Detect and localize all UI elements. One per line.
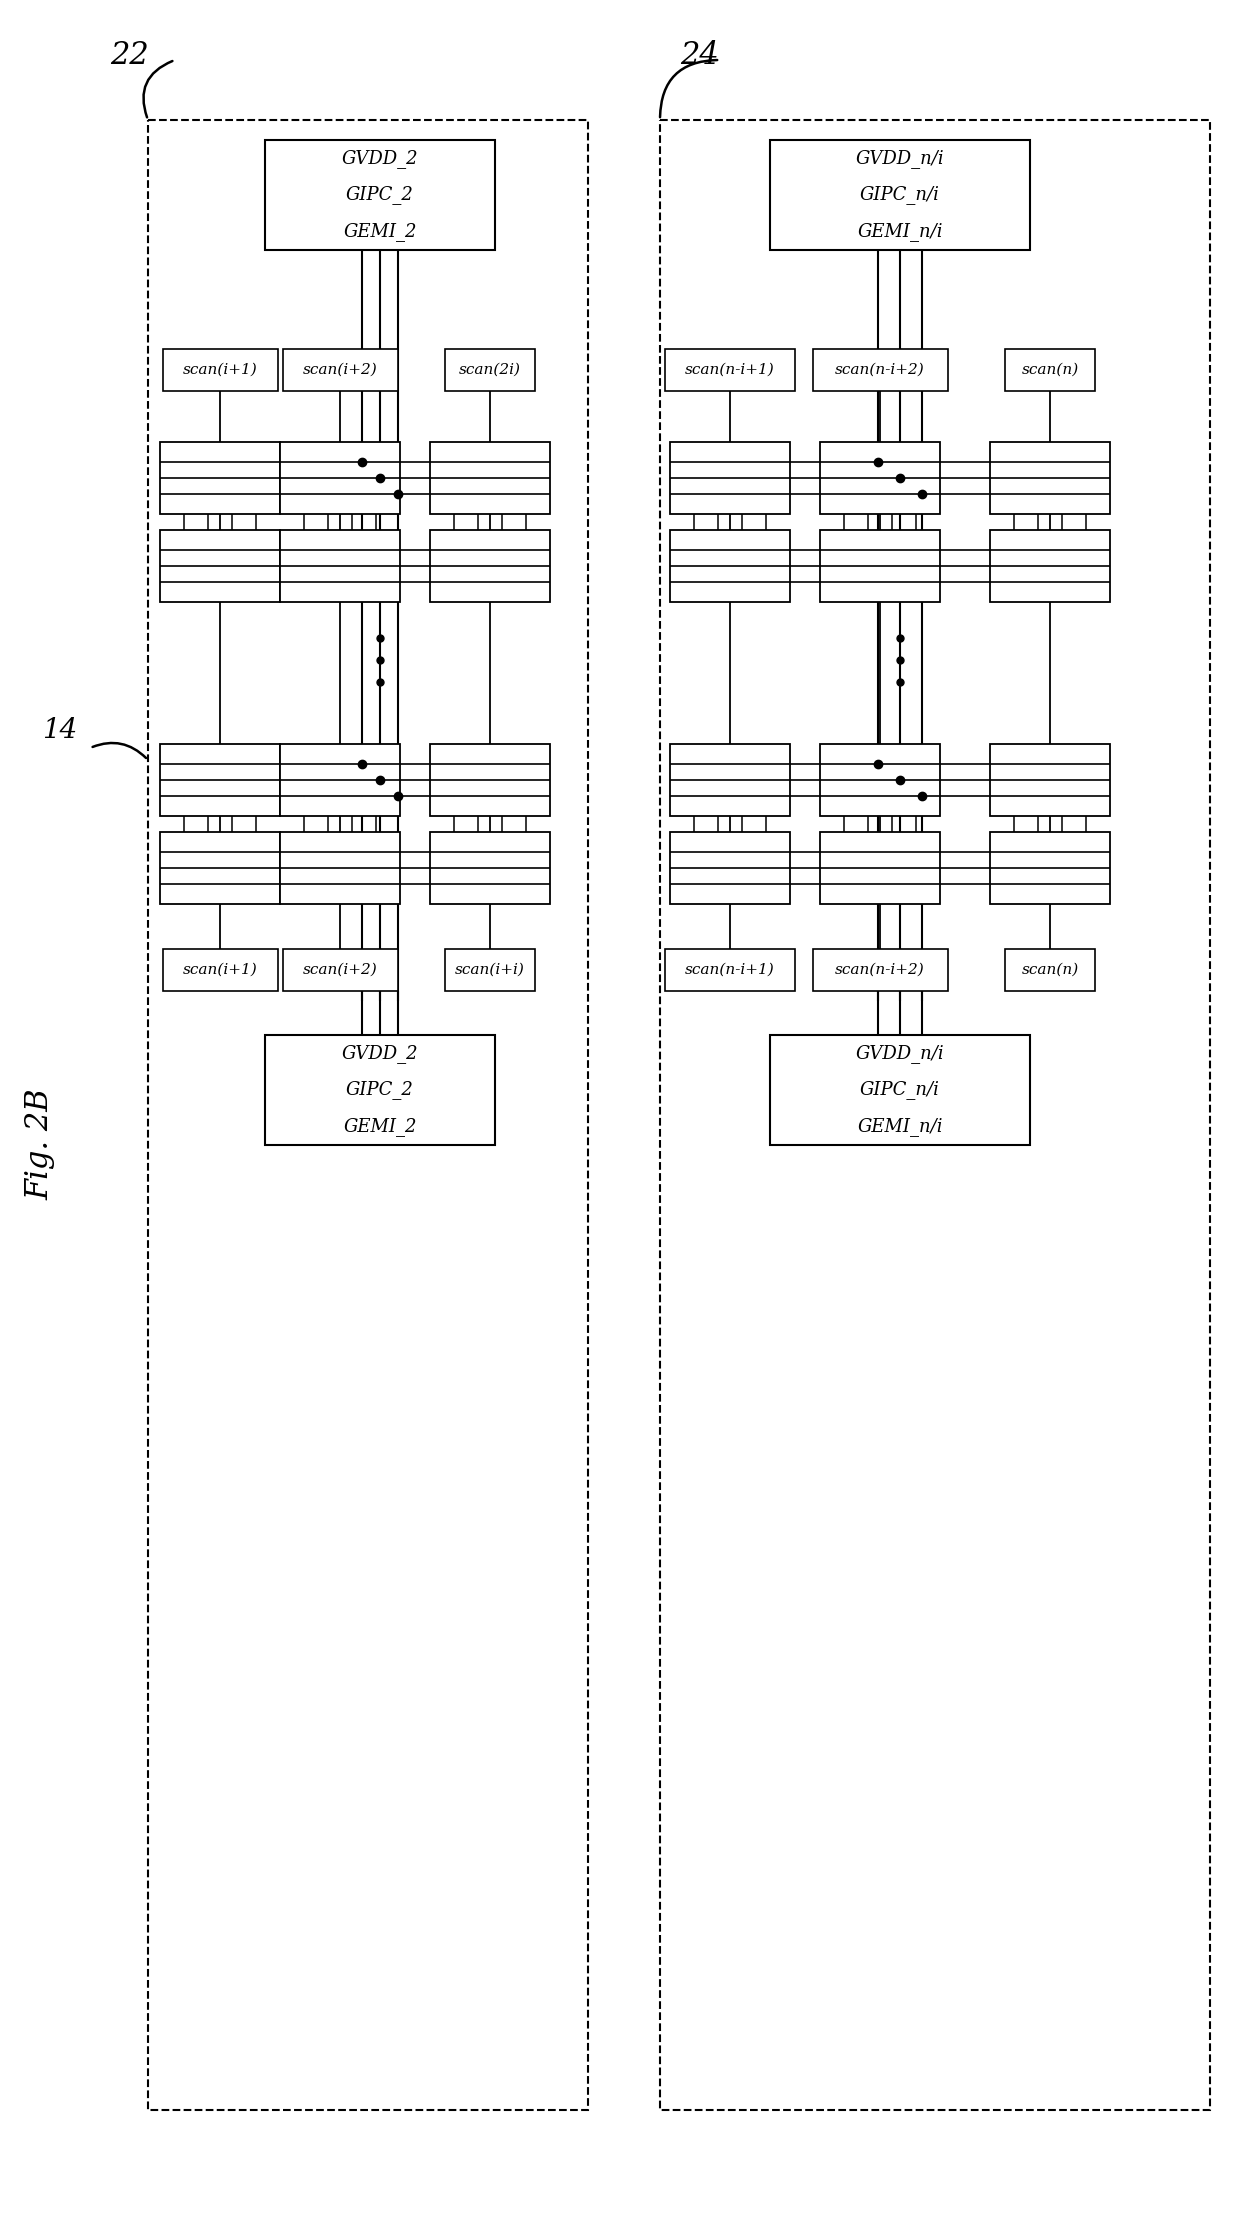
Bar [1004,949,1095,992]
Bar [280,529,401,601]
Bar [280,744,401,815]
Text: 14: 14 [42,717,78,744]
Text: scan(n-i+1): scan(n-i+1) [686,963,775,976]
Bar [160,529,280,601]
Bar [670,442,790,514]
Bar [265,1034,495,1146]
Bar [280,831,401,905]
Text: GVDD_2: GVDD_2 [342,150,418,168]
Bar [430,442,551,514]
Bar [820,442,940,514]
Bar [670,529,790,601]
Bar [445,949,534,992]
Text: scan(n-i+1): scan(n-i+1) [686,362,775,378]
Bar [148,121,588,2109]
Text: scan(n-i+2): scan(n-i+2) [835,963,925,976]
Bar [265,141,495,250]
Text: GEMI_n/i: GEMI_n/i [857,221,942,241]
Bar [283,349,398,391]
Bar [770,141,1030,250]
Bar [162,349,278,391]
Bar [990,529,1110,601]
Bar [283,949,398,992]
Bar [430,529,551,601]
Bar [670,831,790,905]
Text: Fig. 2B: Fig. 2B [25,1088,56,1200]
Bar [812,349,947,391]
Bar [812,949,947,992]
Bar [160,744,280,815]
Text: scan(i+2): scan(i+2) [303,963,377,976]
Text: GIPC_2: GIPC_2 [346,1081,414,1099]
Text: scan(i+2): scan(i+2) [303,362,377,378]
Text: GIPC_2: GIPC_2 [346,185,414,206]
Text: GVDD_n/i: GVDD_n/i [856,150,945,168]
Text: GIPC_n/i: GIPC_n/i [861,1081,940,1099]
Bar [162,949,278,992]
Text: scan(i+1): scan(i+1) [182,362,258,378]
Text: 22: 22 [110,40,149,71]
Text: scan(2i): scan(2i) [459,362,521,378]
Bar [990,831,1110,905]
Bar [665,949,795,992]
Bar [1004,349,1095,391]
Text: scan(n): scan(n) [1022,362,1079,378]
Text: GIPC_n/i: GIPC_n/i [861,185,940,206]
Text: scan(i+1): scan(i+1) [182,963,258,976]
Text: GEMI_2: GEMI_2 [343,1117,417,1137]
Text: GEMI_n/i: GEMI_n/i [857,1117,942,1137]
Text: GVDD_n/i: GVDD_n/i [856,1043,945,1063]
Bar [430,744,551,815]
Bar [280,442,401,514]
Bar [990,744,1110,815]
Text: scan(n): scan(n) [1022,963,1079,976]
Bar [770,1034,1030,1146]
Bar [160,442,280,514]
Bar [990,442,1110,514]
Bar [160,831,280,905]
Bar [445,349,534,391]
Text: scan(i+i): scan(i+i) [455,963,525,976]
Text: GVDD_2: GVDD_2 [342,1043,418,1063]
Text: GEMI_2: GEMI_2 [343,221,417,241]
Text: 24: 24 [681,40,719,71]
Bar [820,744,940,815]
Text: scan(n-i+2): scan(n-i+2) [835,362,925,378]
Bar [820,529,940,601]
Bar [665,349,795,391]
Bar [820,831,940,905]
Bar [670,744,790,815]
Bar [430,831,551,905]
Bar [660,121,1210,2109]
